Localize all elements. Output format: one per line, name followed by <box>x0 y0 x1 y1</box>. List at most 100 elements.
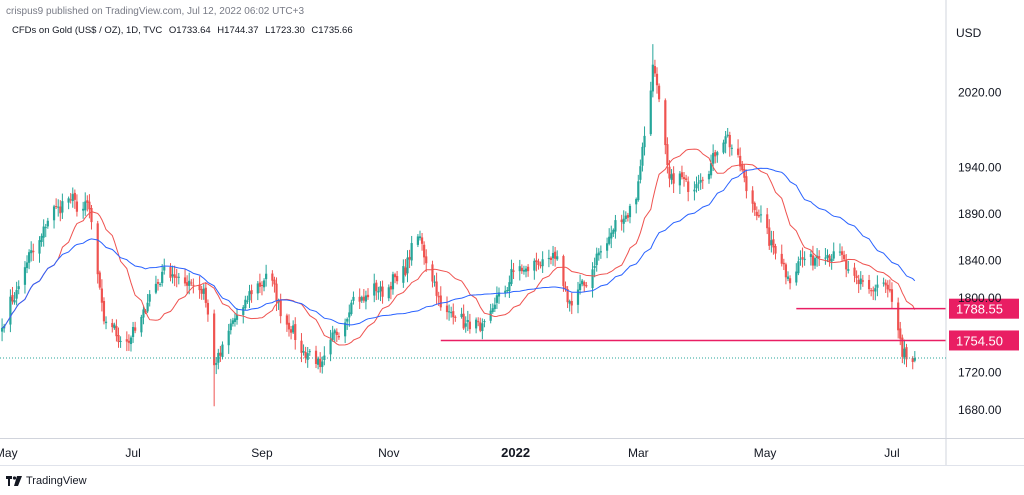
candle-body <box>678 173 681 186</box>
levels-layer: 1788.55 1754.50 <box>440 298 1019 351</box>
candle <box>766 207 769 235</box>
candle-body <box>504 290 507 294</box>
candle-body <box>772 239 775 248</box>
candle <box>699 173 702 190</box>
candle <box>40 233 43 247</box>
candle-body <box>655 73 659 86</box>
candle <box>670 169 673 185</box>
candle-body <box>329 339 332 355</box>
candle-body <box>217 352 220 363</box>
candle-body <box>23 267 27 285</box>
candle <box>886 280 889 298</box>
candle-body <box>408 256 411 260</box>
candle <box>510 259 513 287</box>
candle-body <box>460 313 463 317</box>
candle <box>799 250 802 266</box>
candle <box>768 219 771 250</box>
candle <box>483 319 486 328</box>
candle <box>104 316 108 330</box>
candle-body <box>462 313 465 329</box>
candle-body <box>614 220 617 232</box>
candle-body <box>475 319 478 329</box>
candle-body <box>697 182 700 184</box>
candle-body <box>739 155 742 167</box>
candle <box>129 335 133 352</box>
candle <box>612 228 615 237</box>
candle <box>861 274 864 287</box>
candle-body <box>173 274 176 278</box>
candle <box>687 176 690 202</box>
candle <box>96 220 99 284</box>
candle <box>42 219 45 247</box>
x-tick-label: Jul <box>884 446 899 460</box>
candle-body <box>859 278 862 285</box>
candle-body <box>90 207 93 223</box>
candle-body <box>803 258 806 261</box>
candle-body <box>622 218 625 224</box>
candle <box>373 273 376 303</box>
candle-body <box>129 337 133 345</box>
candle <box>520 264 523 274</box>
candle-body <box>57 206 60 208</box>
candle <box>350 299 353 316</box>
candle-body <box>520 267 523 272</box>
candle-body <box>352 296 355 301</box>
candle-body <box>888 289 891 291</box>
candle-body <box>780 253 783 264</box>
candle <box>824 247 827 265</box>
candle <box>331 325 334 342</box>
candle <box>755 206 758 221</box>
candle <box>797 256 800 276</box>
candle-body <box>200 288 203 294</box>
candle-body <box>811 255 815 266</box>
candle-body <box>701 179 704 181</box>
y-tick-label: 1680.00 <box>958 403 1002 417</box>
candle <box>221 341 224 360</box>
candle-body <box>431 264 434 282</box>
candle <box>71 187 74 208</box>
candle <box>362 289 365 303</box>
candle <box>445 296 449 320</box>
candle-body <box>845 259 848 270</box>
candle <box>285 313 289 332</box>
candle <box>714 149 717 164</box>
candle-body <box>319 358 322 368</box>
candle <box>287 314 291 337</box>
candle <box>344 318 347 343</box>
candle-body <box>379 286 382 292</box>
candle-body <box>643 135 646 148</box>
candle <box>672 166 675 194</box>
candle <box>608 228 611 246</box>
candle <box>872 286 875 301</box>
tradingview-logo[interactable]: TradingView <box>6 475 87 487</box>
candle <box>801 247 804 268</box>
candle-body <box>418 236 422 239</box>
candle <box>329 329 332 362</box>
candle-body <box>495 295 499 303</box>
candles-layer <box>0 44 916 407</box>
candle <box>504 285 507 298</box>
candle-body <box>547 257 550 259</box>
candle-body <box>824 257 827 259</box>
candle-body <box>905 347 908 360</box>
candle <box>439 286 442 311</box>
candle <box>460 307 463 319</box>
candle <box>431 260 434 288</box>
candle <box>393 272 397 284</box>
candle-body <box>680 172 684 178</box>
candle <box>730 144 733 156</box>
candle <box>317 356 320 370</box>
y-tick-label: 1720.00 <box>958 366 1002 380</box>
candle <box>639 159 642 184</box>
candle-body <box>913 358 916 361</box>
candle-body <box>148 294 151 302</box>
candle-body <box>40 235 43 243</box>
candle <box>84 192 87 216</box>
candle <box>389 281 392 300</box>
candle-body <box>695 184 698 189</box>
candle-body <box>479 322 482 331</box>
candle-body <box>416 236 420 245</box>
candle <box>884 279 887 293</box>
candle-body <box>289 329 293 333</box>
